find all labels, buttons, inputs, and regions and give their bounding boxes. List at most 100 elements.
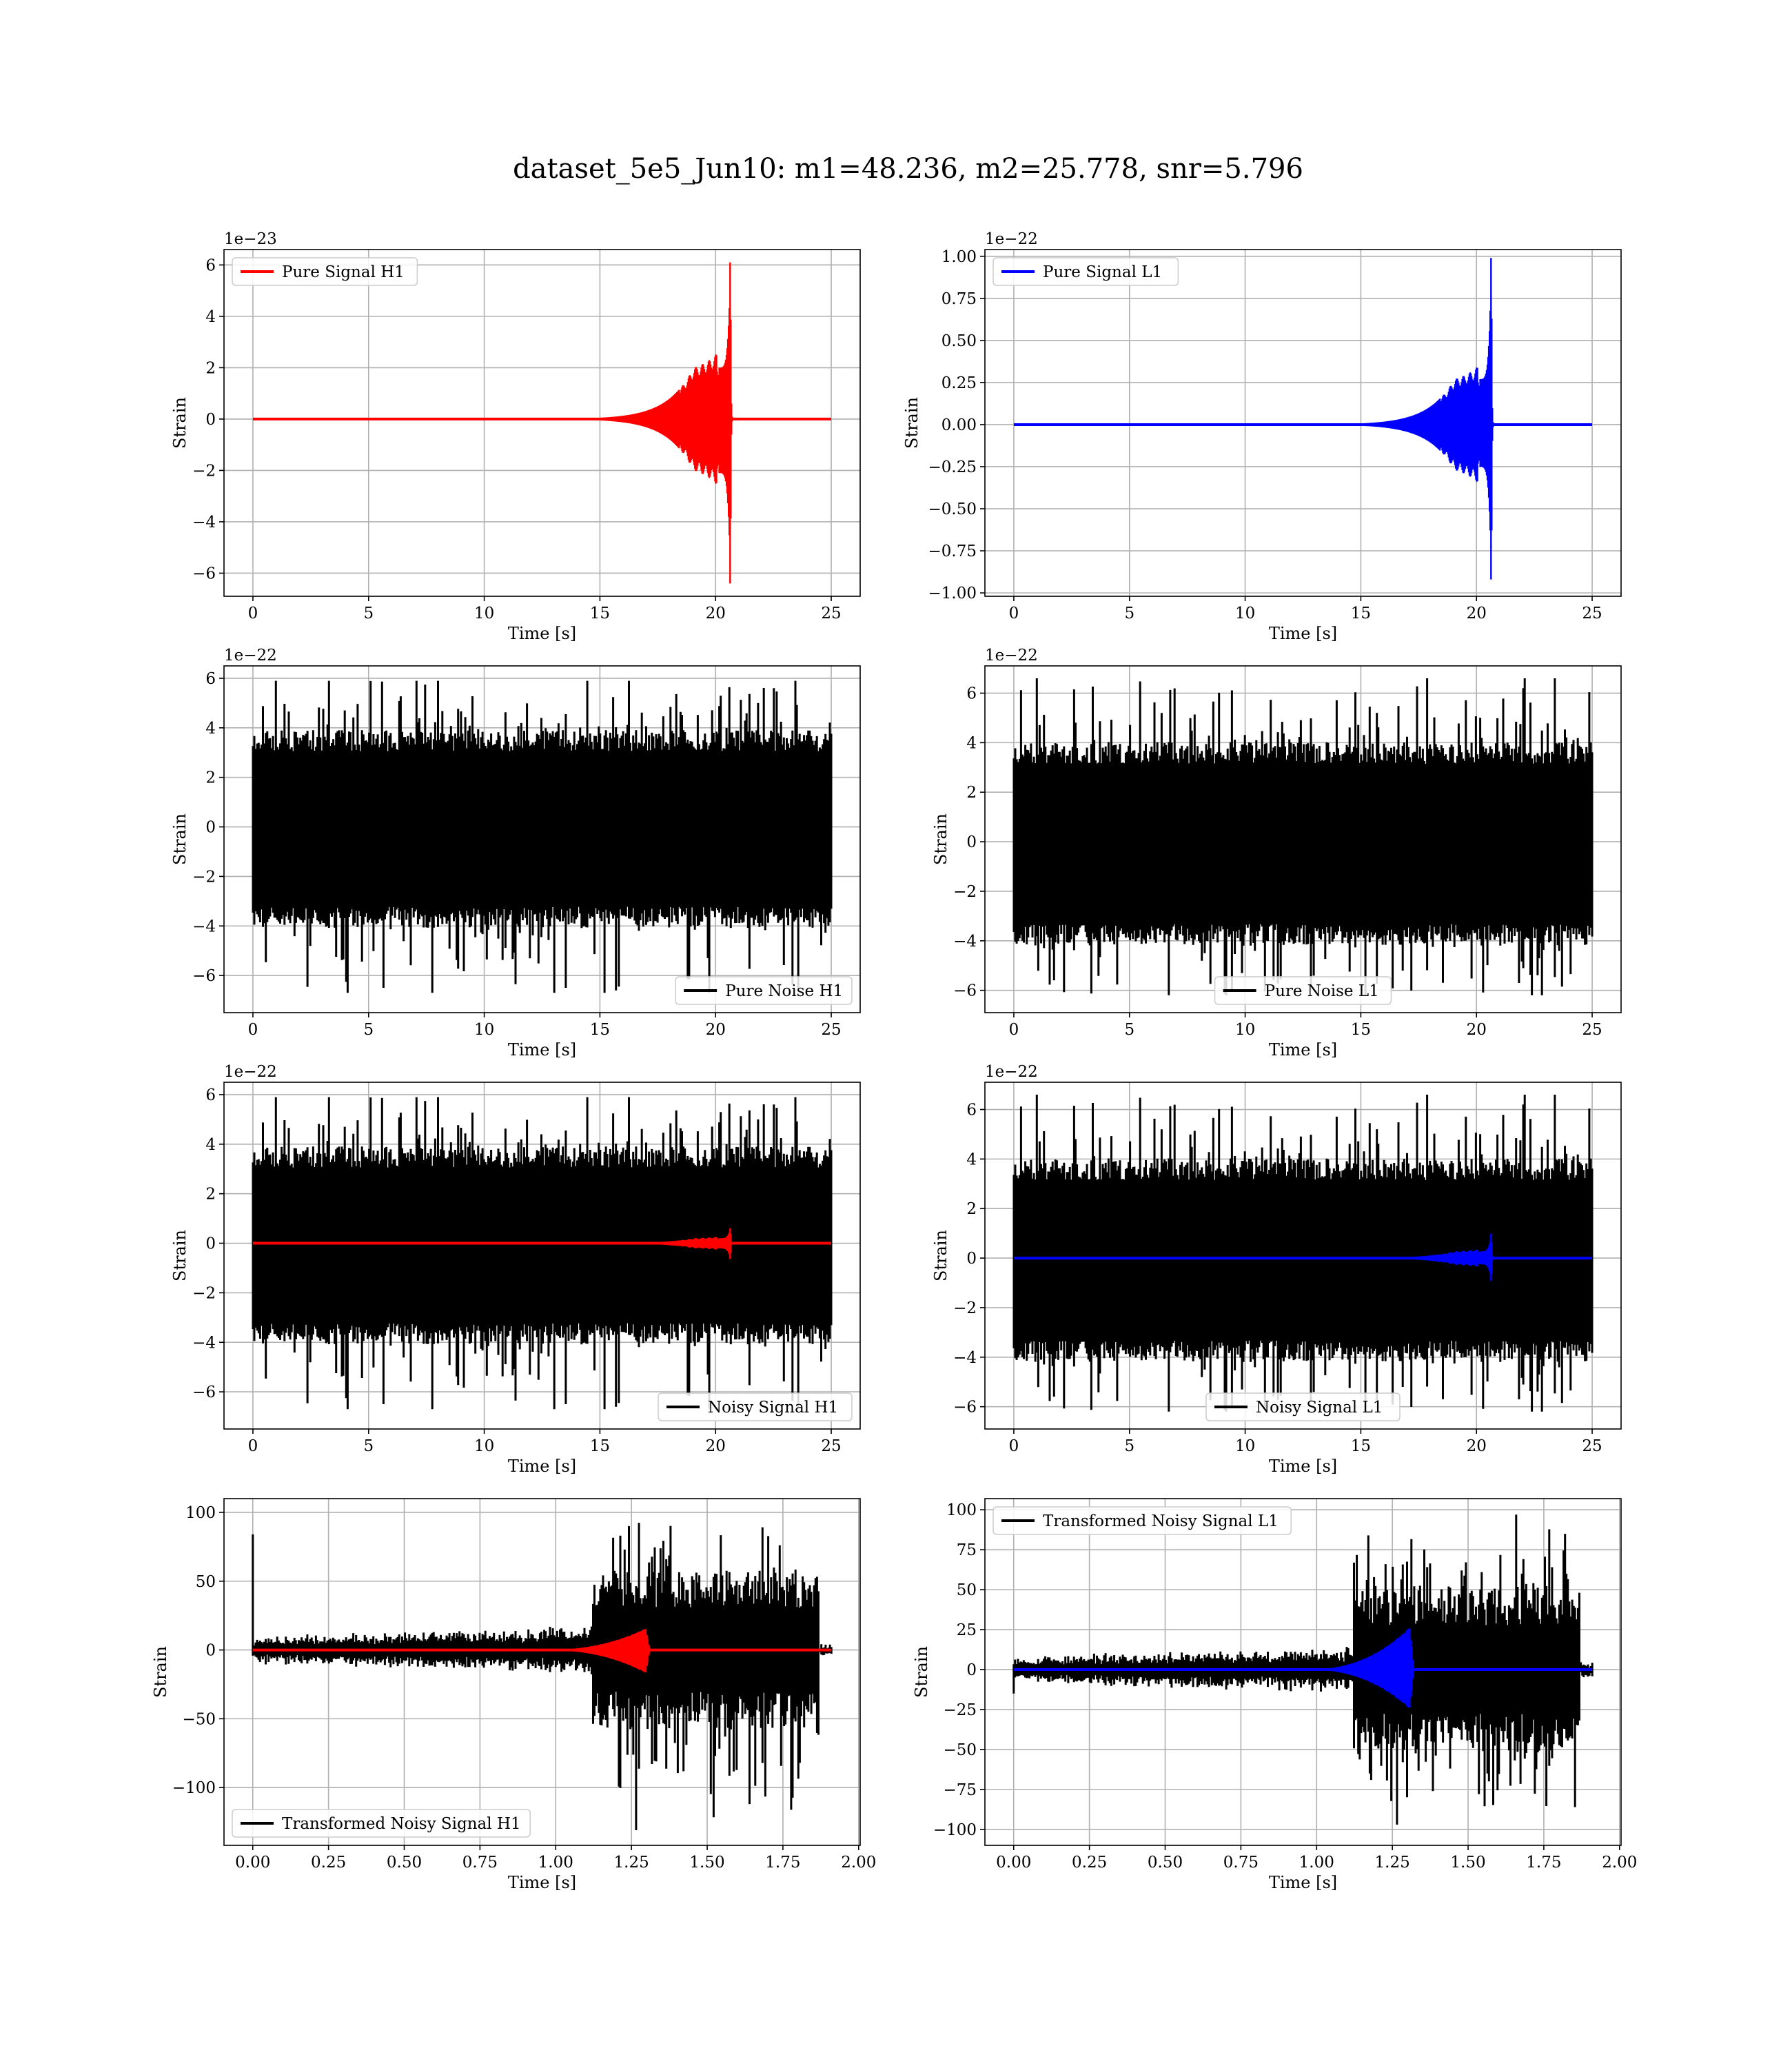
legend: Pure Noise L1 <box>1214 976 1392 1005</box>
y-tick-label: 25 <box>957 1621 977 1639</box>
subplot-pure-noise-l1: 0 5 10 15 20 25 −6 −4 −2 0 2 4 6 Time [s] Strain 1e−22 P… <box>931 647 1622 1060</box>
axes-frame <box>223 1082 861 1430</box>
x-tick-label: 10 <box>474 1021 494 1039</box>
y-tick-label: −50 <box>182 1710 216 1728</box>
x-tick-label: 5 <box>363 1437 374 1455</box>
x-axis-label: Time [s] <box>508 624 576 643</box>
y-tick-label: 6 <box>205 670 216 688</box>
y-tick-label: −2 <box>953 883 977 901</box>
x-tick-label: 25 <box>1582 605 1602 622</box>
y-axis-label: Strain <box>170 813 190 865</box>
plot-area <box>252 262 832 584</box>
x-tick-label: 1.25 <box>1375 1854 1410 1872</box>
x-axis-label: Time [s] <box>508 1873 576 1892</box>
x-tick-label: 0.75 <box>1223 1854 1259 1872</box>
legend-label: Pure Signal H1 <box>282 263 405 281</box>
x-tick-label: 1.50 <box>1450 1854 1485 1872</box>
x-tick-label: 15 <box>1351 605 1371 622</box>
x-tick-label: 15 <box>590 1437 610 1455</box>
y-axis-label: Strain <box>151 1646 170 1698</box>
y-tick-label: −100 <box>933 1821 977 1839</box>
axes-frame <box>984 665 1622 1013</box>
y-tick-label: 0 <box>205 819 216 837</box>
plot-area <box>1013 258 1593 580</box>
x-tick-label: 25 <box>821 1021 841 1039</box>
x-tick-label: 5 <box>363 605 374 622</box>
x-tick-label: 0 <box>248 605 258 622</box>
x-tick-label: 0 <box>1009 1021 1019 1039</box>
y-tick-label: 100 <box>185 1504 216 1522</box>
y-tick-label: 50 <box>196 1573 216 1591</box>
axes-frame <box>223 665 861 1013</box>
y-tick-label: 0 <box>966 833 977 851</box>
series-trace-0 <box>498 262 735 584</box>
x-tick-label: 0.50 <box>1148 1854 1183 1872</box>
y-tick-label: 0.00 <box>941 416 977 434</box>
y-axis-label: Strain <box>912 1646 931 1698</box>
y-tick-label: −25 <box>943 1701 977 1719</box>
series-trace-1 <box>544 1629 651 1672</box>
y-tick-label: −0.75 <box>928 543 977 560</box>
x-tick-label: 20 <box>706 1437 726 1455</box>
x-tick-label: 1.75 <box>765 1854 800 1872</box>
x-tick-label: 0 <box>1009 1437 1019 1455</box>
x-axis-label: Time [s] <box>1269 1040 1337 1060</box>
y-axis-label: Strain <box>931 1230 950 1281</box>
y-tick-label: −2 <box>953 1299 977 1317</box>
y-axis-label: Strain <box>170 1230 190 1281</box>
series-trace-0 <box>1012 678 1594 995</box>
x-tick-label: 20 <box>706 1021 726 1039</box>
y-tick-label: −0.25 <box>928 458 977 476</box>
y-tick-label: −6 <box>192 1383 216 1401</box>
y-tick-label: 4 <box>966 1150 977 1168</box>
x-tick-label: 15 <box>590 605 610 622</box>
y-axis-label: Strain <box>902 397 922 449</box>
x-tick-label: 1.25 <box>614 1854 649 1872</box>
y-axis-label: Strain <box>931 813 950 865</box>
series-trace-0 <box>1012 1095 1594 1412</box>
series-trace-0 <box>252 680 833 993</box>
x-tick-label: 5 <box>1124 1021 1134 1039</box>
y-tick-label: 0 <box>966 1661 977 1679</box>
plot-area <box>1012 1095 1594 1412</box>
offset-text: 1e−22 <box>224 1063 277 1081</box>
legend-box <box>992 1506 1292 1535</box>
y-axis-label: Strain <box>170 397 190 449</box>
legend-box <box>1214 976 1392 1005</box>
x-axis-label: Time [s] <box>1269 1457 1337 1476</box>
x-tick-label: 2.00 <box>1602 1854 1637 1872</box>
offset-text: 1e−22 <box>985 230 1038 248</box>
legend-box <box>992 257 1179 286</box>
x-tick-label: 0.25 <box>311 1854 346 1872</box>
x-tick-label: 1.00 <box>538 1854 573 1872</box>
legend-box <box>1205 1392 1401 1421</box>
legend-box <box>232 257 418 286</box>
y-tick-label: 4 <box>205 1136 216 1154</box>
y-tick-label: −2 <box>192 1284 216 1302</box>
legend-box <box>658 1392 853 1421</box>
y-tick-label: 2 <box>205 769 216 787</box>
subplot-noisy-signal-h1: 0 5 10 15 20 25 −6 −4 −2 0 2 4 6 Time [s] Strain 1e−22 N… <box>170 1063 861 1476</box>
x-tick-label: 10 <box>474 605 494 622</box>
subplot-pure-signal-h1: 0 5 10 15 20 25 −6 −4 −2 0 2 4 6 Time [s] Strain 1e−23 P… <box>170 230 861 643</box>
axes-frame <box>984 249 1622 597</box>
y-tick-label: 100 <box>946 1501 977 1519</box>
x-tick-label: 20 <box>1467 1021 1487 1039</box>
x-tick-label: 20 <box>1467 1437 1487 1455</box>
y-tick-label: 6 <box>205 1086 216 1104</box>
y-tick-label: 2 <box>966 1200 977 1218</box>
y-tick-label: −6 <box>953 982 977 1000</box>
y-tick-label: −6 <box>192 565 216 582</box>
y-tick-label: −6 <box>192 967 216 985</box>
y-tick-label: 4 <box>966 734 977 752</box>
y-tick-label: −6 <box>953 1399 977 1417</box>
x-axis-label: Time [s] <box>1269 1873 1337 1892</box>
x-axis-label: Time [s] <box>508 1457 576 1476</box>
series-trace-0 <box>1223 258 1496 580</box>
y-tick-label: 0 <box>966 1250 977 1268</box>
legend-label: Pure Noise L1 <box>1265 982 1379 1000</box>
plot-area <box>252 1097 833 1410</box>
offset-text: 1e−22 <box>985 1063 1038 1081</box>
legend: Pure Signal H1 <box>232 257 418 286</box>
